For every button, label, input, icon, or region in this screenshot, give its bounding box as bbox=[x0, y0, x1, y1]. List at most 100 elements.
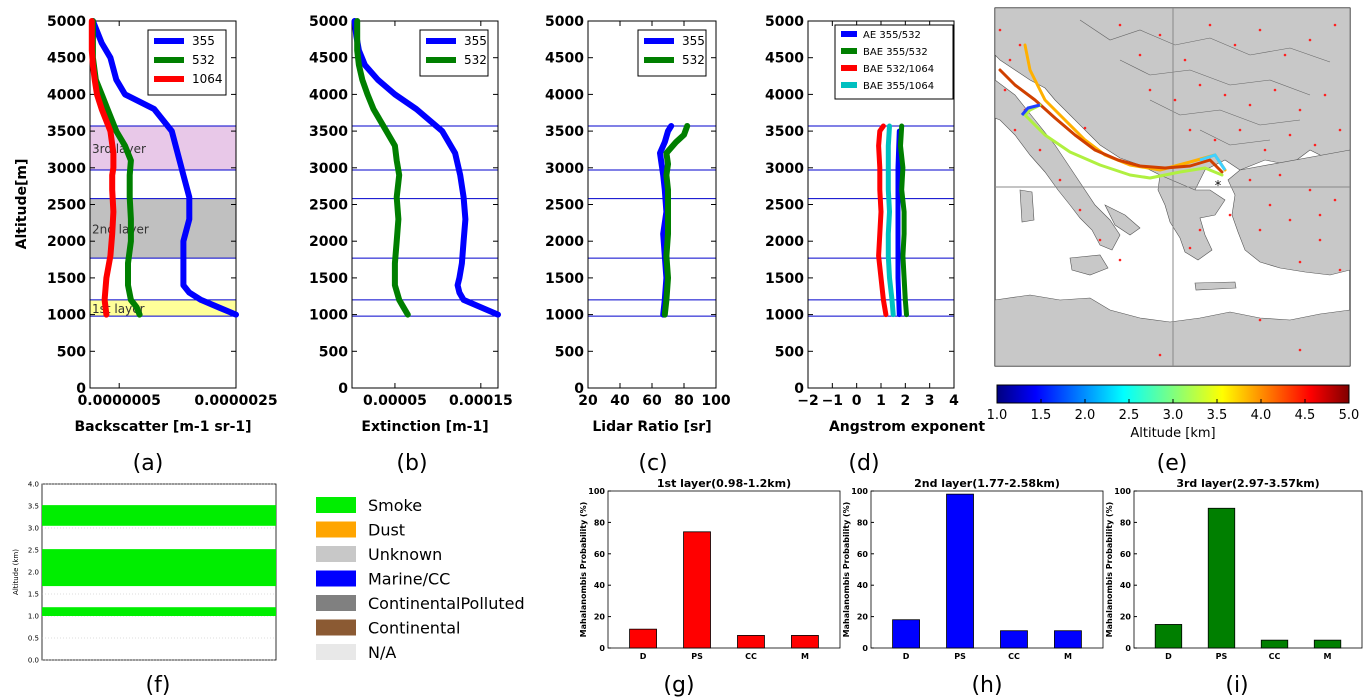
fire-point bbox=[1283, 53, 1287, 57]
bar bbox=[1000, 630, 1028, 649]
fire-point bbox=[1118, 258, 1122, 262]
y-tick-label: 40 bbox=[857, 581, 869, 590]
class-swatch bbox=[316, 497, 356, 513]
bar-panel-i: 0 20 40 60 80 100 D PS CC M 3rd layer(2.97-3.57km)… bbox=[1105, 477, 1363, 698]
fire-point bbox=[1298, 108, 1302, 112]
fire-point bbox=[1038, 148, 1042, 152]
colorbar-tick-label: 4.0 bbox=[1251, 408, 1272, 423]
y-tick-label: 2000 bbox=[545, 234, 584, 250]
fire-point bbox=[998, 28, 1002, 32]
panel-letter: (d) bbox=[848, 451, 879, 476]
fire-point bbox=[1248, 178, 1252, 182]
bar bbox=[737, 635, 765, 649]
y-tick-label: 3500 bbox=[309, 124, 348, 140]
y-tick-label: 20 bbox=[594, 613, 606, 622]
y-tick-label: 2.5 bbox=[28, 547, 39, 555]
fire-point bbox=[1208, 23, 1212, 27]
smoke-band bbox=[42, 505, 276, 526]
legend: AE 355/532 BAE 355/532 BAE 532/1064 BAE 355… bbox=[834, 24, 954, 100]
fire-point bbox=[1298, 348, 1302, 352]
y-tick-label: 60 bbox=[1120, 550, 1132, 559]
y-tick-label: 4500 bbox=[545, 51, 584, 67]
y-tick-label: 2500 bbox=[765, 198, 804, 214]
layer-label: 3rd layer bbox=[92, 142, 146, 156]
class-label: N/A bbox=[368, 643, 396, 662]
y-tick-label: 5000 bbox=[765, 14, 804, 30]
x-tick-label: CC bbox=[745, 652, 757, 661]
panel-letter: (e) bbox=[1157, 451, 1188, 476]
fire-point bbox=[1258, 28, 1262, 32]
panel-f: 0.0 0.5 1.0 1.5 2.0 2.5 3.0 3.5 4.0 Altitude (km)… bbox=[12, 481, 277, 698]
fire-point bbox=[1288, 218, 1292, 222]
bar bbox=[946, 493, 974, 649]
layer-band bbox=[90, 299, 236, 317]
y-tick-label: 100 bbox=[1114, 487, 1131, 496]
x-tick-label: 60 bbox=[642, 393, 662, 409]
series-line-532 bbox=[661, 123, 691, 318]
y-tick-label: 1500 bbox=[765, 271, 804, 287]
fire-point bbox=[1248, 103, 1252, 107]
y-tick-label: 20 bbox=[1120, 613, 1132, 622]
y-tick-label: 2000 bbox=[765, 234, 804, 250]
colorbar-tick-label: 4.5 bbox=[1295, 408, 1316, 423]
fire-point bbox=[1213, 138, 1217, 142]
land-mass bbox=[1019, 189, 1035, 223]
bar bbox=[1054, 630, 1082, 649]
x-tick-label: 40 bbox=[610, 393, 630, 409]
fire-point bbox=[1228, 213, 1232, 217]
y-tick-label: 60 bbox=[594, 550, 606, 559]
bar-panel-h: 0 20 40 60 80 100 D PS CC M 2nd layer(1.77-2.58km)… bbox=[842, 477, 1104, 698]
fire-point bbox=[1008, 58, 1012, 62]
y-tick-label: 1500 bbox=[309, 271, 348, 287]
profile-panel-c: 0 500 1000 1500 2000 2500 3000 3500 4000 4500 5000… bbox=[545, 14, 731, 476]
y-tick-label: 0 bbox=[1125, 644, 1131, 653]
land-mass bbox=[1104, 204, 1141, 236]
panel-letter: (c) bbox=[638, 451, 667, 476]
legend-label: 1064 bbox=[192, 72, 223, 86]
back-trajectory bbox=[1199, 153, 1227, 171]
country-border bbox=[1119, 59, 1311, 96]
y-tick-label: 0 bbox=[794, 381, 804, 397]
y-tick-label: 2000 bbox=[309, 234, 348, 250]
legend-label: AE 355/532 bbox=[863, 30, 921, 41]
series-line-bae-532-1064 bbox=[876, 123, 889, 318]
y-tick-label: 0 bbox=[338, 381, 348, 397]
y-tick-label: 1500 bbox=[545, 271, 584, 287]
x-tick-label: 0 bbox=[852, 393, 862, 409]
y-tick-label: 5000 bbox=[545, 14, 584, 30]
x-tick-label: CC bbox=[1008, 652, 1020, 661]
country-border bbox=[1079, 19, 1331, 63]
class-label: Continental bbox=[368, 619, 460, 638]
y-tick-label: 4500 bbox=[47, 51, 86, 67]
x-tick-label: −2 bbox=[797, 393, 818, 409]
fire-point bbox=[1018, 43, 1022, 47]
y-tick-label: 4500 bbox=[309, 51, 348, 67]
fire-point bbox=[1338, 268, 1342, 272]
x-tick-label: 0.00005 bbox=[363, 393, 427, 409]
legend-label: 355 bbox=[192, 34, 215, 48]
panel-letter: (g) bbox=[663, 673, 694, 698]
legend-label: BAE 355/532 bbox=[863, 47, 928, 58]
y-tick-label: 2500 bbox=[545, 198, 584, 214]
x-tick-label: 1 bbox=[876, 393, 886, 409]
fire-point bbox=[1338, 128, 1342, 132]
y-tick-label: 60 bbox=[857, 550, 869, 559]
x-axis-label: Backscatter [m-1 sr-1] bbox=[74, 419, 251, 435]
y-tick-label: 3500 bbox=[47, 124, 86, 140]
class-label: Marine/CC bbox=[368, 570, 450, 589]
back-trajectory bbox=[998, 68, 1224, 174]
profile-panel-b: 0 500 1000 1500 2000 2500 3000 3500 4000 4500 5000… bbox=[309, 14, 513, 476]
fire-point bbox=[1273, 88, 1277, 92]
x-tick-label: CC bbox=[1269, 652, 1281, 661]
plot-frame bbox=[607, 490, 841, 649]
fire-point bbox=[1323, 93, 1327, 97]
colorbar-tick-label: 3.0 bbox=[1163, 408, 1184, 423]
fire-point bbox=[1078, 208, 1082, 212]
colorbar-tick-label: 5.0 bbox=[1339, 408, 1360, 423]
fire-point bbox=[1268, 203, 1272, 207]
fire-point bbox=[1318, 213, 1322, 217]
series-line-355 bbox=[351, 18, 501, 318]
smoke-band bbox=[42, 607, 276, 616]
class-label: Unknown bbox=[368, 545, 442, 564]
